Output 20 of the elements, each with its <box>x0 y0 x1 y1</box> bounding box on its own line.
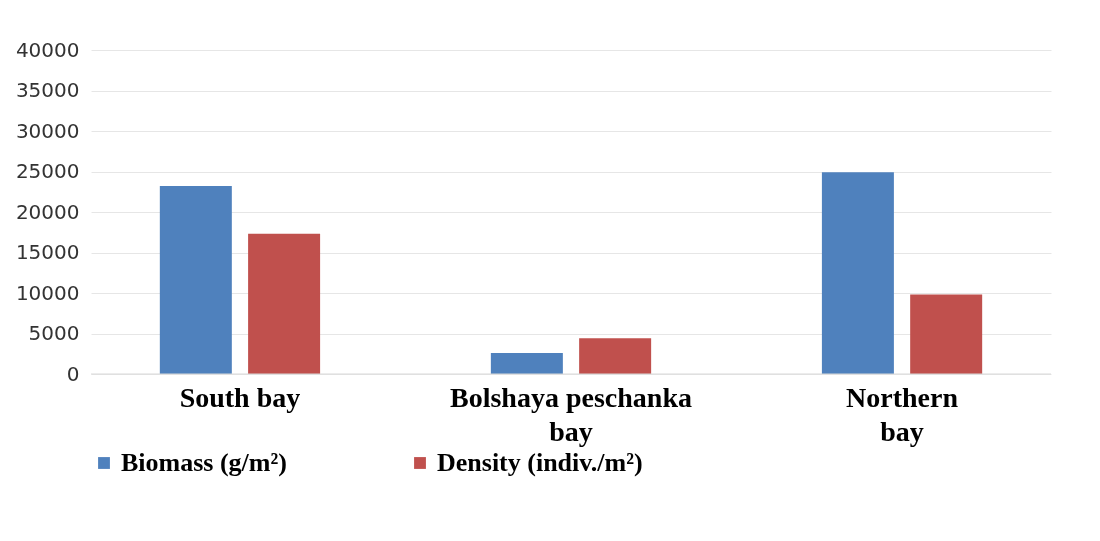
legend-label: Biomass (g/m²) <box>121 448 287 477</box>
y-tick-label: 20000 <box>15 199 80 224</box>
y-tick-label: 40000 <box>15 37 80 62</box>
y-tick-label: 35000 <box>15 78 80 102</box>
x-tick-label: Bolshaya peschanka bay <box>450 381 692 447</box>
y-tick-label: 30000 <box>15 118 80 143</box>
x-tick-label: Northern bay <box>846 381 959 447</box>
bar <box>490 352 563 374</box>
bar <box>910 294 983 374</box>
y-tick-label: 15000 <box>15 240 80 264</box>
y-tick-label: 10000 <box>15 280 80 305</box>
y-tick-label: 5000 <box>28 321 80 345</box>
y-tick-label: 25000 <box>15 159 80 183</box>
bar <box>579 338 652 374</box>
x-tick-label: South bay <box>179 381 301 413</box>
legend-label: Density (indiv./m²) <box>437 448 643 477</box>
bar <box>159 186 232 374</box>
bar <box>248 233 321 374</box>
y-tick-label: 0 <box>66 361 80 386</box>
bar <box>821 172 894 374</box>
